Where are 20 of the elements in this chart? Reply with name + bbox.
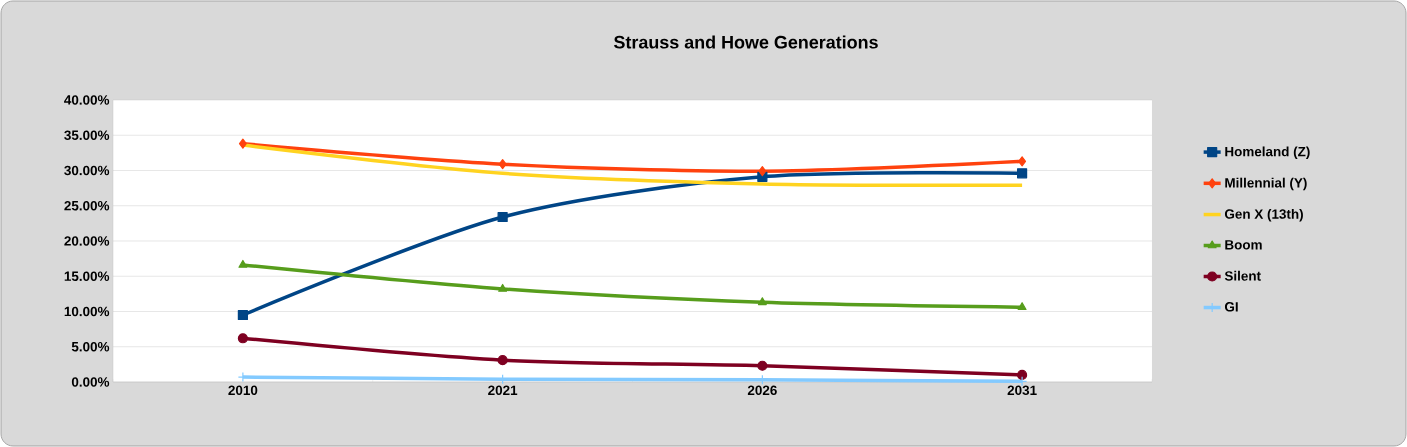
y-tick-label: 30.00% (64, 165, 110, 176)
legend-label: Gen X (13th) (1224, 208, 1303, 222)
y-tick-label: 35.00% (64, 130, 110, 141)
x-tick-label: 2031 (1007, 385, 1037, 396)
x-tick-label: 2010 (228, 385, 258, 396)
legend-label: GI (1224, 302, 1238, 312)
chart-title: Strauss and Howe Generations (613, 35, 878, 49)
y-tick-label: 15.00% (64, 271, 110, 281)
x-tick-label: 2026 (747, 385, 777, 396)
y-tick-label: 20.00% (64, 236, 110, 246)
y-tick-label: 40.00% (64, 95, 110, 105)
x-tick-label: 2021 (488, 385, 518, 396)
legend-label: Homeland (Z) (1225, 146, 1310, 160)
legend-label: Silent (1224, 270, 1261, 281)
y-tick-label: 0.00% (71, 377, 110, 387)
y-tick-label: 10.00% (64, 306, 110, 317)
y-tick-label: 25.00% (64, 200, 110, 211)
y-tick-label: 5.00% (71, 341, 110, 352)
legend-label: Boom (1225, 240, 1262, 250)
legend-label: Millennial (Y) (1225, 177, 1307, 191)
